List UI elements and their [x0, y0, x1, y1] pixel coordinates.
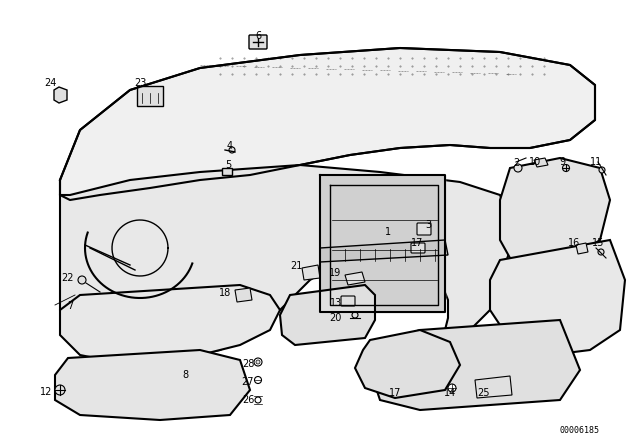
Text: 13: 13: [330, 298, 342, 308]
Polygon shape: [222, 168, 232, 175]
Text: 14: 14: [444, 388, 456, 398]
Text: 7: 7: [67, 301, 73, 311]
Polygon shape: [576, 243, 588, 254]
Polygon shape: [60, 285, 280, 365]
Polygon shape: [490, 240, 625, 355]
Circle shape: [352, 312, 358, 318]
Text: 10: 10: [529, 157, 541, 167]
Text: 3: 3: [425, 220, 431, 230]
Text: 18: 18: [219, 288, 231, 298]
Text: 27: 27: [242, 377, 254, 387]
Text: 26: 26: [242, 395, 254, 405]
Text: 25: 25: [477, 388, 490, 398]
FancyBboxPatch shape: [417, 223, 431, 235]
Polygon shape: [320, 175, 445, 312]
Text: 24: 24: [44, 78, 56, 88]
Circle shape: [55, 385, 65, 395]
Polygon shape: [534, 158, 548, 167]
Text: 2: 2: [513, 158, 519, 168]
Polygon shape: [345, 272, 365, 285]
Circle shape: [78, 276, 86, 284]
Text: 9: 9: [559, 157, 565, 167]
Text: 28: 28: [242, 359, 254, 369]
Text: 6: 6: [255, 31, 261, 41]
Polygon shape: [370, 320, 580, 410]
Text: 20: 20: [329, 313, 341, 323]
Text: 17: 17: [389, 388, 401, 398]
Text: 23: 23: [134, 78, 146, 88]
Text: 4: 4: [227, 141, 233, 151]
FancyBboxPatch shape: [411, 243, 425, 253]
Polygon shape: [280, 285, 375, 345]
Polygon shape: [60, 165, 510, 358]
Circle shape: [256, 360, 260, 364]
Text: 21: 21: [290, 261, 302, 271]
Polygon shape: [55, 350, 250, 420]
Circle shape: [255, 376, 262, 383]
Text: 22: 22: [61, 273, 73, 283]
Text: 8: 8: [182, 370, 188, 380]
FancyBboxPatch shape: [137, 86, 163, 106]
Polygon shape: [500, 158, 610, 265]
Polygon shape: [60, 48, 595, 200]
Text: 19: 19: [329, 268, 341, 278]
Text: 11: 11: [590, 157, 602, 167]
Circle shape: [448, 384, 456, 392]
Circle shape: [254, 358, 262, 366]
Polygon shape: [475, 376, 512, 398]
Polygon shape: [355, 330, 460, 398]
Text: 5: 5: [225, 160, 231, 170]
Text: 00006185: 00006185: [560, 426, 600, 435]
Circle shape: [514, 164, 522, 172]
Text: 15: 15: [592, 238, 604, 248]
FancyBboxPatch shape: [341, 296, 355, 306]
Circle shape: [255, 397, 261, 403]
Polygon shape: [302, 265, 320, 280]
Polygon shape: [235, 288, 252, 302]
Circle shape: [599, 167, 605, 173]
Circle shape: [229, 147, 235, 153]
Text: 17: 17: [411, 238, 423, 248]
Circle shape: [598, 249, 604, 255]
Polygon shape: [54, 87, 67, 103]
Text: 16: 16: [568, 238, 580, 248]
Polygon shape: [320, 240, 448, 262]
Text: 12: 12: [40, 387, 52, 397]
Text: 1: 1: [385, 227, 391, 237]
FancyBboxPatch shape: [249, 35, 267, 49]
Circle shape: [563, 164, 570, 172]
